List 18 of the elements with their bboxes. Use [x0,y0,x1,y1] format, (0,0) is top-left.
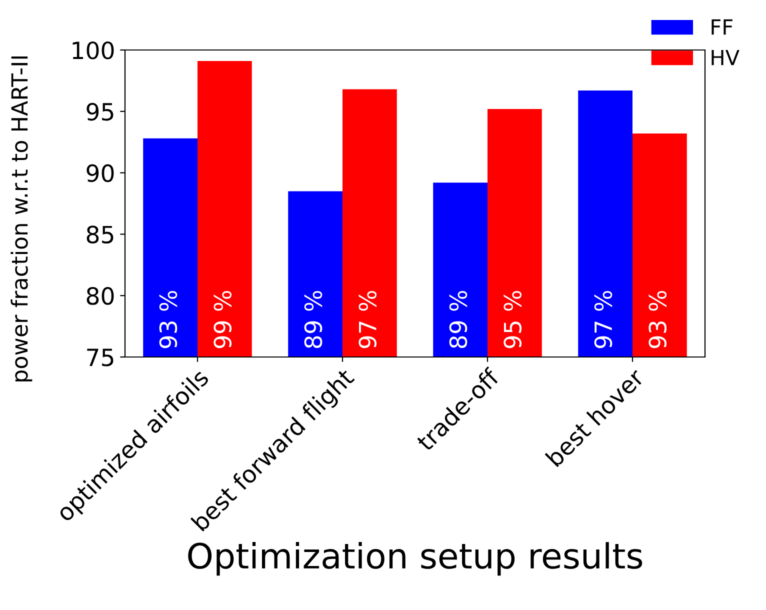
legend-label: FF [712,19,732,35]
data-label: 97 % [358,290,377,348]
data-label: 97 % [594,290,612,348]
data-label: 89 % [449,290,468,348]
data-label: 89 % [304,290,322,348]
y-tick-label: 100 [72,41,114,60]
data-label: 95 % [504,290,522,348]
legend-label: HV [712,50,740,66]
data-label: 93 % [648,290,667,348]
x-axis-title: Optimization setup results [188,542,642,576]
y-tick-label: 75 [87,348,114,366]
data-label: 99 % [214,290,232,348]
y-tick-label: 80 [86,287,114,305]
y-axis-title: power fraction w.r.t to HART-II [10,56,32,382]
y-tick-label: 90 [86,164,114,182]
y-tick-label: 95 [86,102,114,121]
data-label: 93 % [159,290,178,348]
y-tick-label: 85 [86,226,114,244]
